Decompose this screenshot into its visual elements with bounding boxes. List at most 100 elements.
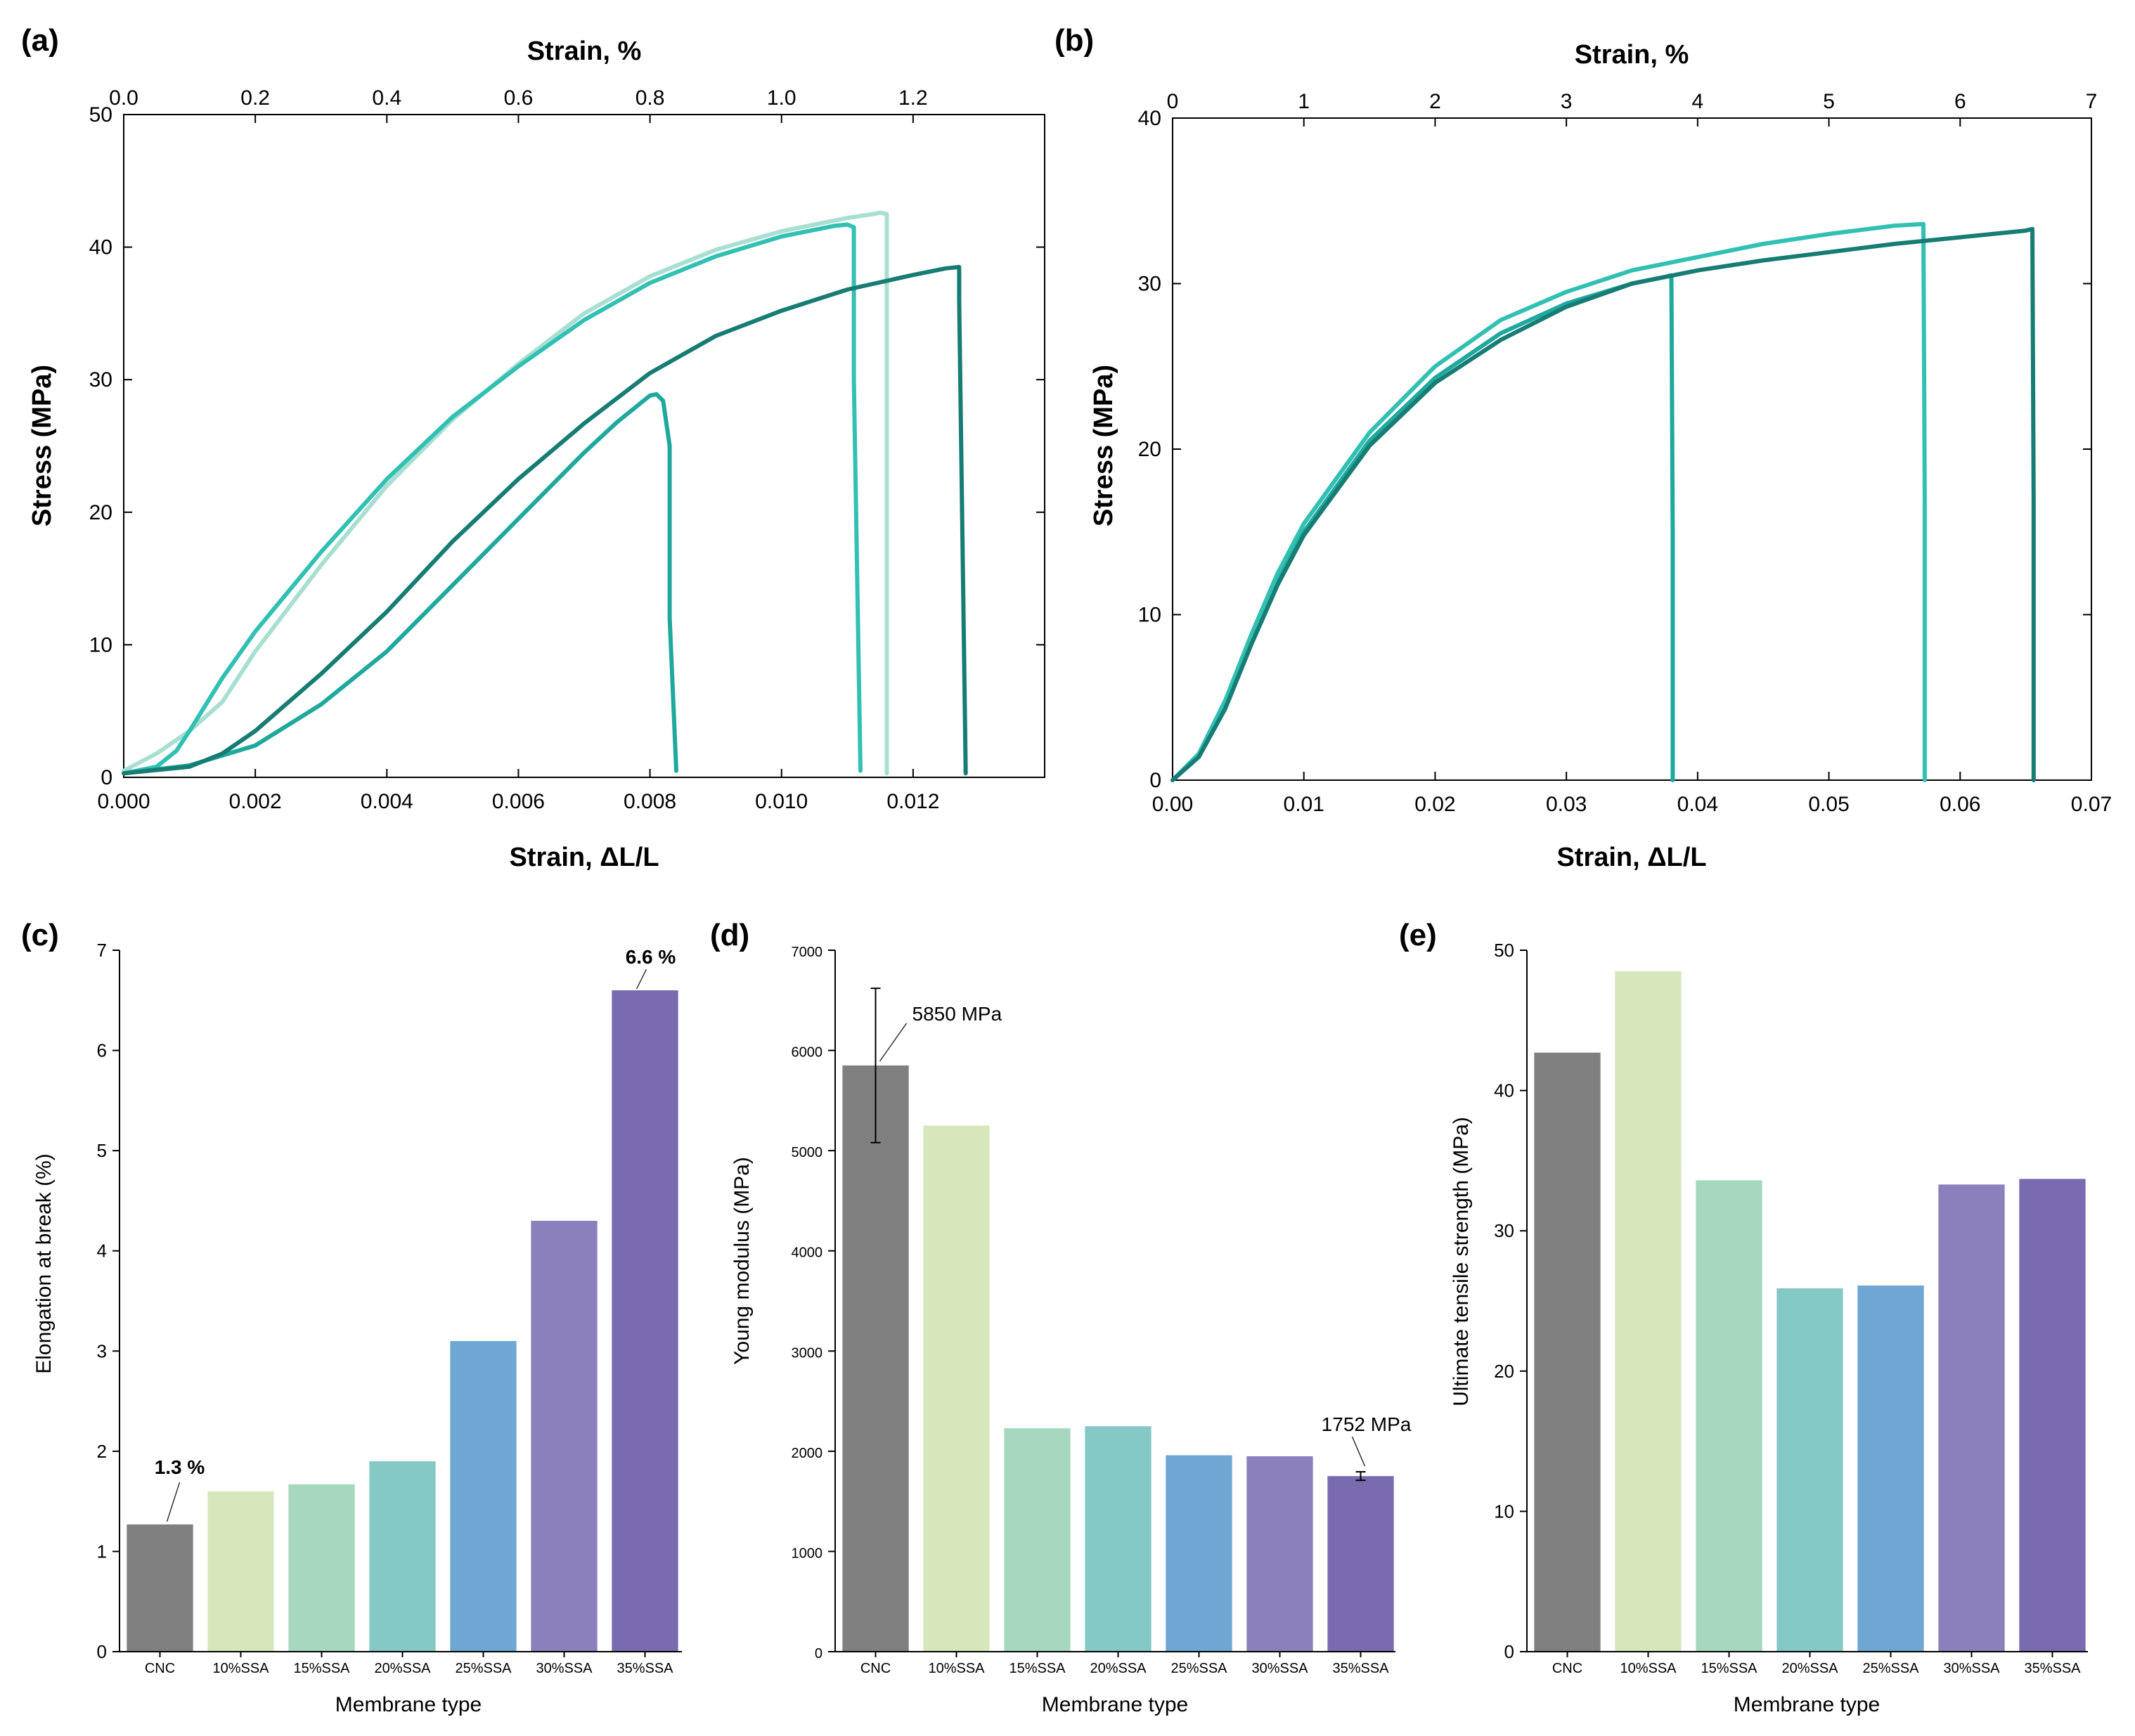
top-tick-label: 0.8 [636, 86, 665, 110]
y-tick-label: 30 [1494, 1220, 1514, 1241]
panel-b-curves [1170, 221, 2036, 782]
x-category-label: 15%SSA [1009, 1661, 1066, 1676]
panel-c-axes: CNC 10%SSA 15%SSA 20%SSA 25%SSA 30%SSA 35%SSA 0… [97, 940, 682, 1676]
top-tick-label: 0 [1167, 90, 1179, 113]
x-category-label: CNC [145, 1661, 175, 1676]
y-tick-label: 0 [97, 1641, 107, 1662]
y-tick-label: 10 [89, 633, 112, 656]
panel-d-young-modulus: (d) CNC 10%SSA 15%SSA 20%SSA 25%SSA 30%SSA 35%… [710, 918, 1412, 1716]
series-line-curve-3 [1170, 226, 2036, 782]
panel-b-top-axis-label: Strain, % [1575, 40, 1689, 70]
bar-25pct-ssa [450, 1341, 517, 1652]
top-tick-label: 0.4 [372, 86, 401, 110]
top-tick-label: 2 [1429, 90, 1441, 113]
panel-d-label: (d) [710, 918, 749, 952]
series-line-curve-2 [122, 222, 863, 776]
top-tick-label: 6 [1954, 90, 1966, 113]
panel-b-ticks: 0.00 0.01 0.02 0.03 0.04 0.05 0.06 0.07 0 1 2 3 4 5 6 7… [1138, 90, 2113, 816]
panel-c-bars [127, 990, 678, 1652]
y-tick-label: 10 [1138, 604, 1161, 627]
y-tick-label: 20 [1494, 1361, 1514, 1382]
x-tick-label: 0.010 [755, 790, 808, 813]
bar-20pct-ssa [1776, 1288, 1843, 1652]
x-tick-label: 0.000 [97, 790, 150, 813]
annotation-leader [1351, 1436, 1366, 1467]
y-tick-label: 50 [1494, 940, 1514, 961]
panel-c-x-axis-label: Membrane type [335, 1693, 482, 1716]
x-category-label: CNC [1552, 1661, 1582, 1676]
bar-10pct-ssa [923, 1125, 990, 1652]
bar-10pct-ssa [1615, 971, 1682, 1652]
panel-d-x-axis-label: Membrane type [1042, 1693, 1188, 1716]
x-category-label: 15%SSA [1701, 1661, 1757, 1676]
panel-a-top-axis-label: Strain, % [527, 37, 642, 66]
top-tick-label: 1.2 [898, 86, 928, 110]
panel-c-label: (c) [21, 918, 59, 952]
y-tick-label: 40 [1494, 1080, 1514, 1101]
x-tick-label: 0.07 [2071, 793, 2112, 816]
y-tick-label: 20 [1138, 438, 1161, 461]
panel-e-label: (e) [1399, 918, 1437, 952]
y-tick-label: 7 [97, 940, 107, 961]
x-tick-label: 0.004 [361, 790, 413, 813]
bar-25pct-ssa [1166, 1455, 1232, 1652]
x-tick-label: 0.06 [1940, 793, 1980, 816]
x-category-label: 35%SSA [617, 1661, 673, 1676]
bar-35pct-ssa [612, 990, 678, 1652]
bar-20pct-ssa [1085, 1426, 1152, 1652]
panel-e-bars [1534, 971, 2086, 1652]
y-tick-label: 20 [89, 501, 112, 524]
bar-30pct-ssa [1938, 1184, 2005, 1652]
x-tick-label: 0.02 [1414, 793, 1455, 816]
y-tick-label: 2 [97, 1441, 107, 1462]
y-tick-label: 5000 [792, 1145, 823, 1160]
top-tick-label: 4 [1692, 90, 1704, 113]
x-category-label: 30%SSA [1943, 1661, 2000, 1676]
x-tick-label: 0.04 [1677, 793, 1718, 816]
y-tick-label: 2000 [792, 1446, 823, 1461]
panel-a-curves [122, 210, 968, 776]
x-tick-label: 0.05 [1808, 793, 1849, 816]
bar-35pct-ssa [1327, 1476, 1394, 1652]
y-tick-label: 0 [815, 1646, 823, 1661]
y-tick-label: 50 [89, 103, 112, 127]
y-tick-label: 5 [97, 1140, 107, 1161]
x-category-label: 25%SSA [1862, 1661, 1919, 1676]
panel-e-tensile-strength: (e) CNC 10%SSA 15%SSA 20%SSA 25%SSA 30%SSA 35%… [1399, 918, 2088, 1716]
y-tick-label: 7000 [792, 945, 823, 960]
series-line-curve-1 [122, 210, 889, 776]
y-tick-label: 3000 [792, 1345, 823, 1361]
series-line-curve-4 [122, 264, 968, 776]
x-category-label: 20%SSA [1090, 1661, 1147, 1676]
bar-30pct-ssa [1246, 1456, 1313, 1652]
y-tick-label: 3 [97, 1340, 107, 1361]
panel-e-y-axis-label: Ultimate tensile strength (MPa) [1450, 1117, 1473, 1406]
annotation-leader [879, 1023, 908, 1062]
x-tick-label: 0.01 [1284, 793, 1324, 816]
bar-20pct-ssa [369, 1461, 436, 1652]
y-tick-label: 10 [1494, 1501, 1514, 1522]
panel-b-stress-strain: (b) 0.00 0.01 0.02 0.03 0.04 0.05 0.06 0.07 0 1 2 3… [1054, 23, 2112, 872]
bar-15pct-ssa [1696, 1180, 1762, 1652]
y-tick-label: 1 [97, 1541, 107, 1562]
bar-15pct-ssa [1004, 1428, 1071, 1652]
bar-25pct-ssa [1857, 1285, 1924, 1652]
bar-15pct-ssa [288, 1484, 355, 1652]
x-category-label: 10%SSA [928, 1661, 985, 1676]
annotation-leader [636, 969, 647, 990]
annotation-cnc-modulus: 5850 MPa [912, 1003, 1002, 1025]
panel-d-annotations: 5850 MPa 1752 MPa [870, 987, 1412, 1482]
x-tick-label: 0.008 [624, 790, 676, 813]
top-tick-label: 1.0 [767, 86, 796, 110]
panel-a-x-axis-label: Strain, ΔL/L [509, 843, 659, 872]
panel-a-frame [123, 114, 1045, 778]
annotation-35pct: 6.6 % [626, 946, 676, 968]
y-tick-label: 0 [101, 766, 112, 789]
panel-e-axes: CNC 10%SSA 15%SSA 20%SSA 25%SSA 30%SSA 35%SSA 0… [1494, 940, 2088, 1676]
top-tick-label: 1 [1298, 90, 1310, 113]
panel-d-axes: CNC 10%SSA 15%SSA 20%SSA 25%SSA 30%SSA 35%SSA 0… [792, 945, 1395, 1676]
top-tick-label: 3 [1561, 90, 1573, 113]
y-tick-label: 1000 [792, 1546, 823, 1561]
y-tick-label: 6000 [792, 1045, 823, 1061]
